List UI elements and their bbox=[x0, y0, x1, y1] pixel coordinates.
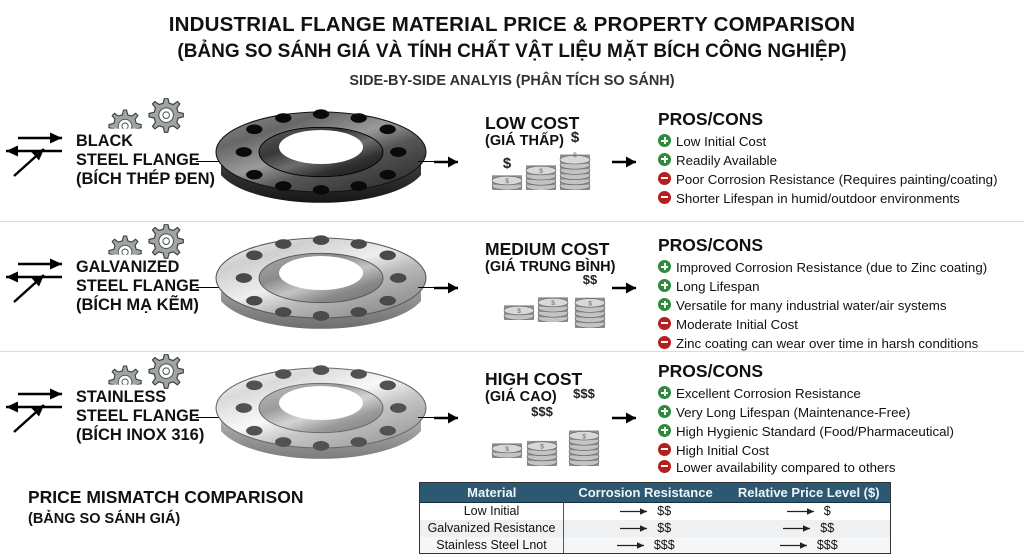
svg-text:$$: $$ bbox=[583, 275, 598, 287]
svg-text:$: $ bbox=[582, 433, 586, 440]
svg-text:$: $ bbox=[540, 444, 544, 451]
svg-text:$: $ bbox=[588, 301, 592, 308]
svg-text:$: $ bbox=[573, 152, 577, 159]
svg-text:$$$: $$$ bbox=[573, 387, 595, 401]
svg-text:$: $ bbox=[505, 178, 509, 185]
svg-text:$: $ bbox=[539, 168, 543, 175]
svg-text:$: $ bbox=[517, 308, 521, 315]
svg-text:$: $ bbox=[551, 300, 555, 307]
svg-text:$: $ bbox=[503, 155, 512, 172]
svg-text:$: $ bbox=[505, 446, 509, 453]
svg-text:$: $ bbox=[571, 129, 580, 146]
svg-text:$$$: $$$ bbox=[531, 405, 553, 419]
